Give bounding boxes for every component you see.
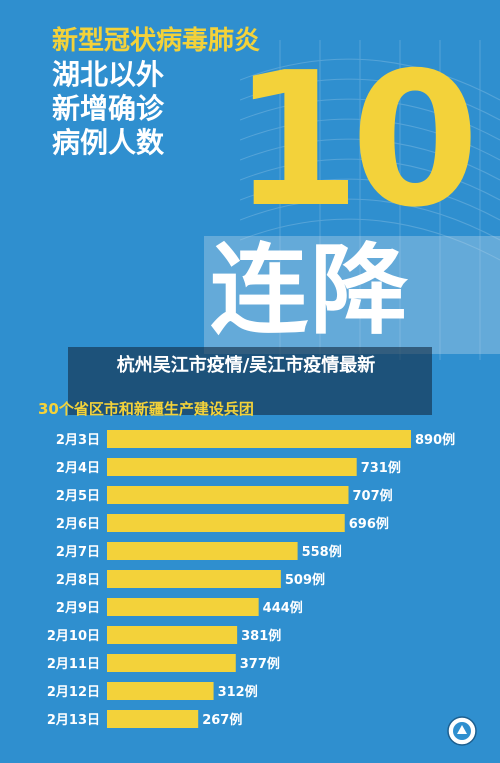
headline-line-3: 新增确诊 <box>52 91 165 125</box>
bar <box>107 458 357 476</box>
category-label: 2月7日 <box>56 545 100 560</box>
headline-line-2: 湖北以外 <box>52 57 165 91</box>
value-label: 377例 <box>240 656 280 672</box>
value-label: 558例 <box>302 544 342 560</box>
bar <box>107 570 281 588</box>
drop-text-box: 连降 <box>204 236 500 354</box>
bar <box>107 682 214 700</box>
bar <box>107 710 199 728</box>
category-label: 2月11日 <box>47 657 100 672</box>
category-label: 2月4日 <box>56 461 100 476</box>
category-label: 2月6日 <box>56 517 100 532</box>
emblem-icon <box>447 716 477 746</box>
title-overlay <box>68 347 432 415</box>
value-label: 312例 <box>218 684 258 700</box>
category-label: 2月10日 <box>47 629 100 644</box>
bar <box>107 542 298 560</box>
category-label: 2月8日 <box>56 573 100 588</box>
drop-text: 连降 <box>210 234 411 348</box>
headline-line-4: 病例人数 <box>52 126 165 160</box>
background-wave-pattern <box>240 40 500 360</box>
bar <box>107 486 349 504</box>
value-label: 381例 <box>241 628 281 644</box>
headline: 新型冠状病毒肺炎 湖北以外 新增确诊 病例人数 <box>52 26 260 160</box>
chart-subtitle: 30个省区市和新疆生产建设兵团 <box>38 400 254 418</box>
bar <box>107 598 259 616</box>
value-label: 890例 <box>415 432 455 448</box>
overlay-title[interactable]: 杭州吴江市疫情/吴江市疫情最新 <box>116 355 376 376</box>
value-label: 696例 <box>349 516 389 532</box>
value-label: 267例 <box>202 712 242 728</box>
category-label: 2月12日 <box>47 685 100 700</box>
bar <box>107 514 345 532</box>
bar <box>107 430 411 448</box>
headline-line-1: 新型冠状病毒肺炎 <box>52 26 261 56</box>
bar-chart: 2月3日 890例 2月4日 731例 2月5日 707例 2月6日 696例 2月7日 558例… <box>47 430 455 728</box>
value-label: 444例 <box>263 600 303 616</box>
category-label: 2月3日 <box>56 433 100 448</box>
category-label: 2月5日 <box>56 489 100 504</box>
value-label: 509例 <box>285 572 325 588</box>
value-label: 731例 <box>361 460 401 476</box>
category-label: 2月13日 <box>47 713 100 728</box>
big-number: 10 <box>232 32 479 248</box>
category-label: 2月9日 <box>56 601 100 616</box>
bar <box>107 626 238 644</box>
value-label: 707例 <box>352 488 392 504</box>
bar <box>107 654 236 672</box>
